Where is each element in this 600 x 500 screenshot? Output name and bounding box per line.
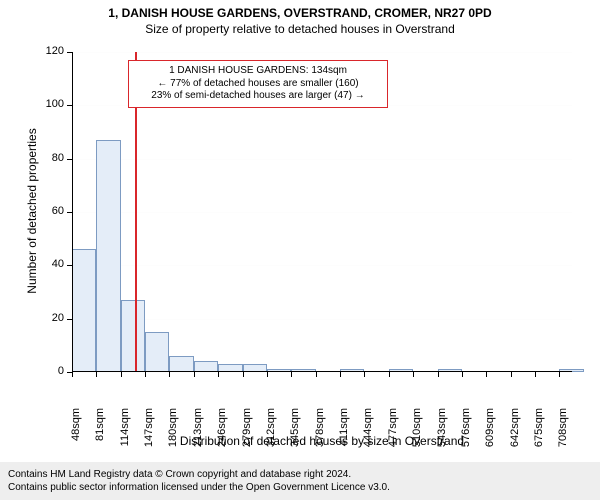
x-tick-label: 510sqm — [411, 408, 423, 458]
histogram-bar — [121, 300, 145, 372]
x-tick-mark — [145, 372, 146, 377]
y-tick-label: 100 — [30, 98, 64, 110]
x-tick-mark — [462, 372, 463, 377]
x-tick-mark — [121, 372, 122, 377]
x-tick-mark — [218, 372, 219, 377]
y-tick-label: 0 — [30, 365, 64, 377]
histogram-bar — [145, 332, 169, 372]
page-title: 1, DANISH HOUSE GARDENS, OVERSTRAND, CRO… — [0, 0, 600, 20]
y-axis-label: Number of detached properties — [25, 111, 39, 311]
gridline — [72, 265, 572, 266]
footer-line-2: Contains public sector information licen… — [8, 481, 592, 494]
x-tick-mark — [169, 372, 170, 377]
x-tick-label: 213sqm — [192, 408, 204, 458]
x-tick-label: 675sqm — [533, 408, 545, 458]
gridline — [72, 319, 572, 320]
x-tick-mark — [535, 372, 536, 377]
gridline — [72, 52, 572, 53]
histogram-bar — [96, 140, 120, 372]
x-tick-label: 246sqm — [216, 408, 228, 458]
x-tick-mark — [291, 372, 292, 377]
gridline — [72, 159, 572, 160]
x-tick-mark — [96, 372, 97, 377]
gridline — [72, 212, 572, 213]
x-tick-label: 576sqm — [460, 408, 472, 458]
y-tick-label: 120 — [30, 45, 64, 57]
x-tick-label: 48sqm — [70, 408, 82, 458]
x-tick-label: 114sqm — [119, 408, 131, 458]
x-tick-label: 708sqm — [557, 408, 569, 458]
histogram-bar — [72, 249, 96, 372]
y-tick-label: 20 — [30, 312, 64, 324]
x-axis-label: Distribution of detached houses by size … — [72, 434, 572, 448]
callout-line: ← 77% of detached houses are smaller (16… — [133, 78, 383, 91]
x-tick-label: 543sqm — [436, 408, 448, 458]
x-tick-label: 444sqm — [362, 408, 374, 458]
marker-callout: 1 DANISH HOUSE GARDENS: 134sqm← 77% of d… — [128, 60, 388, 108]
x-tick-mark — [486, 372, 487, 377]
histogram-bar — [169, 356, 193, 372]
x-tick-label: 81sqm — [94, 408, 106, 458]
x-tick-mark — [389, 372, 390, 377]
x-tick-label: 477sqm — [387, 408, 399, 458]
x-tick-label: 609sqm — [484, 408, 496, 458]
x-tick-mark — [364, 372, 365, 377]
x-tick-mark — [413, 372, 414, 377]
x-tick-mark — [511, 372, 512, 377]
callout-line: 1 DANISH HOUSE GARDENS: 134sqm — [133, 65, 383, 78]
x-tick-label: 279sqm — [241, 408, 253, 458]
x-tick-label: 411sqm — [338, 408, 350, 458]
x-tick-label: 378sqm — [314, 408, 326, 458]
page-subtitle: Size of property relative to detached ho… — [0, 20, 600, 36]
x-tick-mark — [243, 372, 244, 377]
callout-line: 23% of semi-detached houses are larger (… — [133, 90, 383, 103]
footer-line-1: Contains HM Land Registry data © Crown c… — [8, 468, 592, 481]
attribution-footer: Contains HM Land Registry data © Crown c… — [0, 462, 600, 500]
x-tick-mark — [267, 372, 268, 377]
x-tick-mark — [72, 372, 73, 377]
x-tick-label: 180sqm — [167, 408, 179, 458]
x-tick-mark — [316, 372, 317, 377]
x-tick-label: 345sqm — [289, 408, 301, 458]
x-tick-label: 147sqm — [143, 408, 155, 458]
gridline — [72, 372, 572, 373]
x-axis-line — [72, 371, 572, 372]
x-tick-mark — [194, 372, 195, 377]
x-tick-mark — [559, 372, 560, 377]
x-tick-mark — [340, 372, 341, 377]
y-axis-line — [72, 52, 73, 372]
x-tick-mark — [438, 372, 439, 377]
x-tick-label: 312sqm — [265, 408, 277, 458]
x-tick-label: 642sqm — [509, 408, 521, 458]
